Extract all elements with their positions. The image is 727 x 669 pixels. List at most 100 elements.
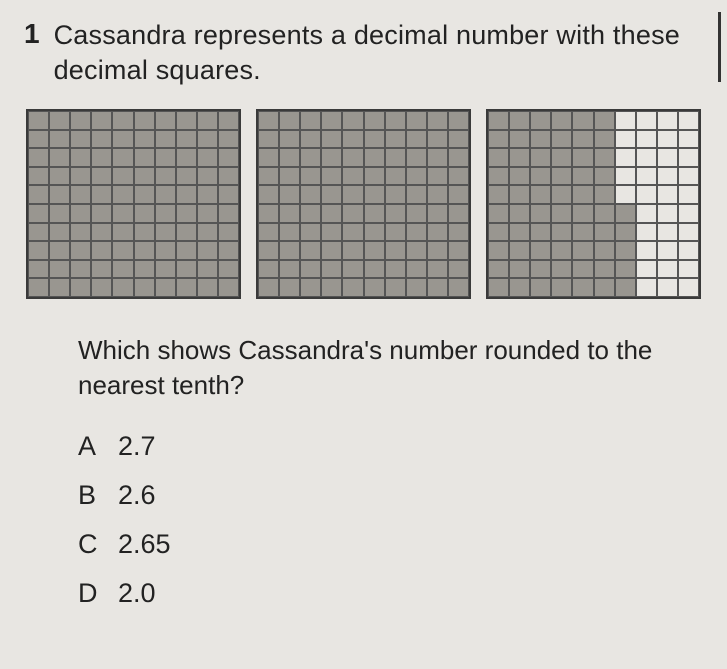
grid-cell	[112, 223, 133, 242]
question-subprompt: Which shows Cassandra's number rounded t…	[78, 333, 703, 403]
grid-cell	[218, 148, 239, 167]
grid-cell	[636, 278, 657, 297]
grid-cell	[530, 223, 551, 242]
grid-cell	[615, 278, 636, 297]
grid-cell	[488, 111, 509, 130]
grid-cell	[488, 260, 509, 279]
grid-cell	[321, 204, 342, 223]
grid-cell	[364, 130, 385, 149]
grid-cell	[448, 130, 469, 149]
grid-cell	[615, 167, 636, 186]
grid-cell	[112, 167, 133, 186]
grid-cell	[134, 278, 155, 297]
grid-cell	[594, 167, 615, 186]
grid-cell	[406, 130, 427, 149]
grid-cell	[594, 204, 615, 223]
grid-cell	[364, 148, 385, 167]
grid-cell	[155, 241, 176, 260]
grid-cell	[112, 111, 133, 130]
grid-cell	[364, 260, 385, 279]
grid-cell	[488, 167, 509, 186]
grid-cell	[176, 185, 197, 204]
grid-cell	[385, 223, 406, 242]
grid-cell	[300, 260, 321, 279]
grid-cell	[615, 223, 636, 242]
grid-cell	[134, 167, 155, 186]
grid-cell	[488, 130, 509, 149]
choice-value: 2.65	[118, 529, 171, 560]
grid-cell	[70, 260, 91, 279]
grid-cell	[342, 223, 363, 242]
grid-cell	[279, 241, 300, 260]
grid-cell	[364, 241, 385, 260]
grid-cell	[28, 130, 49, 149]
grid-cell	[530, 148, 551, 167]
grid-cell	[448, 185, 469, 204]
choice-c[interactable]: C 2.65	[78, 529, 703, 560]
grid-cell	[342, 167, 363, 186]
grid-cell	[300, 223, 321, 242]
grid-cell	[258, 148, 279, 167]
grid-cell	[509, 185, 530, 204]
choice-letter: B	[78, 480, 102, 511]
grid-cell	[321, 241, 342, 260]
grid-cell	[551, 223, 572, 242]
grid-cell	[448, 241, 469, 260]
grid-cell	[155, 148, 176, 167]
choice-d[interactable]: D 2.0	[78, 578, 703, 609]
grid-cell	[364, 185, 385, 204]
grid-cell	[342, 241, 363, 260]
grid-cell	[657, 111, 678, 130]
grid-cell	[300, 111, 321, 130]
grid-cell	[448, 278, 469, 297]
grid-cell	[427, 223, 448, 242]
grid-cell	[176, 223, 197, 242]
grid-cell	[134, 185, 155, 204]
grid-cell	[488, 148, 509, 167]
grid-cell	[385, 278, 406, 297]
grid-cell	[197, 185, 218, 204]
grid-cell	[112, 278, 133, 297]
grid-cell	[112, 148, 133, 167]
grid-cell	[279, 204, 300, 223]
grid-cell	[636, 241, 657, 260]
grid-cell	[197, 130, 218, 149]
choice-a[interactable]: A 2.7	[78, 431, 703, 462]
grid-cell	[509, 130, 530, 149]
grid-cell	[364, 204, 385, 223]
grid-cell	[657, 260, 678, 279]
grid-cell	[385, 204, 406, 223]
grid-cell	[615, 241, 636, 260]
grid-cell	[279, 167, 300, 186]
grid-cell	[70, 167, 91, 186]
grid-cell	[155, 260, 176, 279]
grid-cell	[615, 185, 636, 204]
grid-cell	[258, 260, 279, 279]
grid-cell	[572, 111, 593, 130]
choice-letter: D	[78, 578, 102, 609]
grid-cell	[49, 278, 70, 297]
grid-cell	[427, 278, 448, 297]
grid-cell	[427, 185, 448, 204]
grid-cell	[678, 167, 699, 186]
grid-cell	[49, 260, 70, 279]
grid-cell	[28, 278, 49, 297]
grid-cell	[572, 167, 593, 186]
grid-cell	[91, 167, 112, 186]
grid-cell	[364, 223, 385, 242]
grid-cell	[615, 204, 636, 223]
grid-cell	[551, 167, 572, 186]
grid-cell	[279, 148, 300, 167]
grid-cell	[509, 111, 530, 130]
grid-cell	[112, 204, 133, 223]
grid-cell	[636, 204, 657, 223]
grid-cell	[448, 148, 469, 167]
grid-cell	[572, 185, 593, 204]
grid-cell	[342, 278, 363, 297]
choice-b[interactable]: B 2.6	[78, 480, 703, 511]
grid-cell	[91, 260, 112, 279]
grid-cell	[406, 241, 427, 260]
grid-cell	[176, 241, 197, 260]
grid-cell	[636, 111, 657, 130]
grid-cell	[406, 167, 427, 186]
